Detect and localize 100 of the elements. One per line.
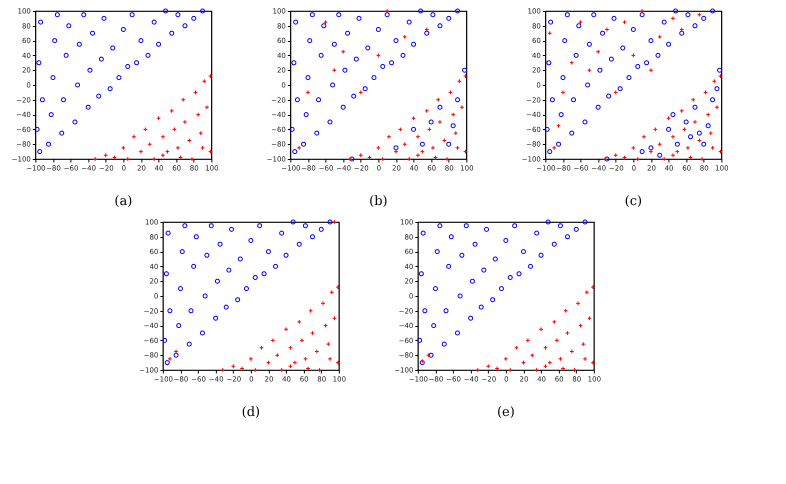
point	[176, 323, 182, 328]
point	[692, 104, 698, 110]
point	[688, 155, 693, 160]
point	[600, 30, 606, 36]
point	[464, 223, 469, 228]
point	[336, 360, 340, 365]
point	[180, 249, 185, 254]
point	[606, 94, 612, 99]
point	[560, 366, 566, 371]
point	[437, 104, 442, 110]
point	[714, 86, 720, 92]
point	[380, 64, 386, 69]
point	[648, 149, 654, 154]
point	[371, 75, 376, 80]
point	[685, 12, 690, 18]
point	[314, 130, 320, 136]
point	[648, 145, 654, 150]
point	[571, 97, 576, 102]
point	[306, 90, 310, 95]
point	[546, 220, 551, 224]
point	[420, 142, 425, 147]
point	[300, 338, 304, 343]
point	[433, 155, 438, 160]
point	[293, 20, 298, 25]
text: (d)	[242, 405, 260, 420]
point	[503, 238, 508, 243]
point	[384, 12, 390, 18]
point	[365, 46, 370, 50]
point	[138, 38, 144, 44]
point	[562, 38, 568, 44]
point	[586, 42, 592, 47]
point	[61, 97, 66, 102]
point	[36, 60, 42, 66]
point	[640, 12, 645, 18]
point	[214, 278, 220, 284]
point	[64, 52, 69, 58]
point	[424, 30, 430, 36]
point	[612, 16, 616, 21]
point	[516, 271, 522, 276]
point	[455, 8, 460, 14]
point	[102, 16, 106, 21]
point	[626, 75, 632, 80]
point	[321, 23, 326, 28]
point	[718, 149, 723, 154]
point	[75, 82, 80, 88]
point	[590, 360, 596, 365]
point	[59, 130, 64, 136]
point	[427, 127, 432, 132]
point	[520, 249, 526, 254]
point	[291, 60, 296, 66]
point	[176, 146, 180, 150]
point	[459, 252, 464, 258]
point	[342, 68, 348, 73]
point	[468, 316, 474, 321]
point	[336, 12, 342, 18]
point	[431, 323, 436, 328]
point	[266, 249, 271, 254]
point	[37, 149, 42, 154]
point	[168, 356, 172, 362]
point	[508, 275, 513, 280]
point	[582, 120, 588, 124]
point	[327, 120, 332, 124]
point	[544, 126, 550, 132]
point	[108, 86, 113, 92]
point	[86, 104, 91, 110]
point	[528, 264, 533, 269]
point	[558, 356, 563, 362]
point	[463, 149, 468, 154]
point	[481, 268, 486, 273]
point	[492, 256, 498, 262]
point	[560, 90, 566, 95]
point	[304, 112, 309, 118]
point	[422, 308, 428, 314]
point	[50, 75, 56, 80]
point	[310, 234, 315, 240]
point	[418, 8, 424, 14]
point	[202, 294, 208, 298]
point	[294, 97, 300, 102]
point	[686, 146, 690, 150]
point	[191, 264, 196, 269]
point	[582, 220, 588, 224]
point	[208, 149, 213, 154]
point	[66, 23, 72, 28]
point	[446, 16, 452, 21]
point	[576, 301, 580, 306]
point	[717, 68, 722, 73]
point	[564, 12, 570, 18]
point	[585, 82, 590, 88]
point	[462, 68, 468, 73]
point	[284, 252, 289, 258]
point	[657, 152, 662, 158]
point	[156, 42, 162, 47]
point	[116, 75, 122, 80]
point	[400, 52, 406, 58]
point	[470, 278, 475, 284]
point	[134, 60, 140, 66]
point	[98, 56, 104, 62]
point	[46, 142, 52, 147]
point	[351, 94, 356, 99]
point	[578, 20, 583, 24]
